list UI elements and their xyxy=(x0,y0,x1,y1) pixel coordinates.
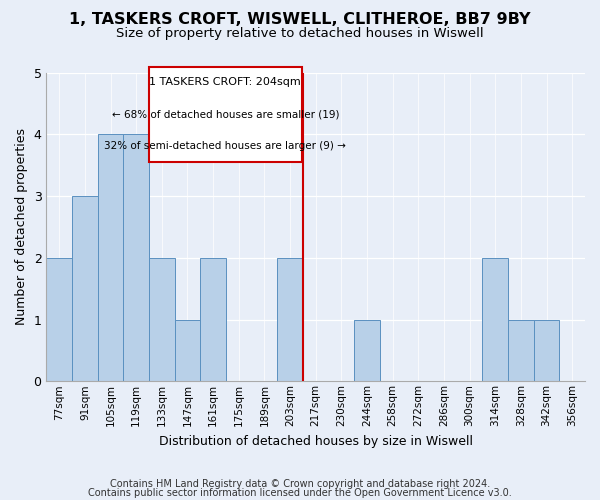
Text: ← 68% of detached houses are smaller (19): ← 68% of detached houses are smaller (19… xyxy=(112,110,339,120)
Bar xyxy=(482,258,508,382)
Text: Size of property relative to detached houses in Wiswell: Size of property relative to detached ho… xyxy=(116,28,484,40)
Text: 1, TASKERS CROFT, WISWELL, CLITHEROE, BB7 9BY: 1, TASKERS CROFT, WISWELL, CLITHEROE, BB… xyxy=(69,12,531,28)
Bar xyxy=(46,258,72,382)
FancyBboxPatch shape xyxy=(149,66,302,162)
Text: Contains public sector information licensed under the Open Government Licence v3: Contains public sector information licen… xyxy=(88,488,512,498)
Bar xyxy=(200,258,226,382)
Bar xyxy=(124,134,149,382)
Bar xyxy=(354,320,380,382)
Y-axis label: Number of detached properties: Number of detached properties xyxy=(15,128,28,326)
Bar xyxy=(175,320,200,382)
Bar xyxy=(508,320,534,382)
Bar xyxy=(149,258,175,382)
Bar xyxy=(277,258,303,382)
Text: 32% of semi-detached houses are larger (9) →: 32% of semi-detached houses are larger (… xyxy=(104,141,346,151)
Text: 1 TASKERS CROFT: 204sqm: 1 TASKERS CROFT: 204sqm xyxy=(149,78,301,88)
Text: Contains HM Land Registry data © Crown copyright and database right 2024.: Contains HM Land Registry data © Crown c… xyxy=(110,479,490,489)
Bar xyxy=(72,196,98,382)
Bar xyxy=(98,134,124,382)
X-axis label: Distribution of detached houses by size in Wiswell: Distribution of detached houses by size … xyxy=(159,434,473,448)
Bar xyxy=(534,320,559,382)
